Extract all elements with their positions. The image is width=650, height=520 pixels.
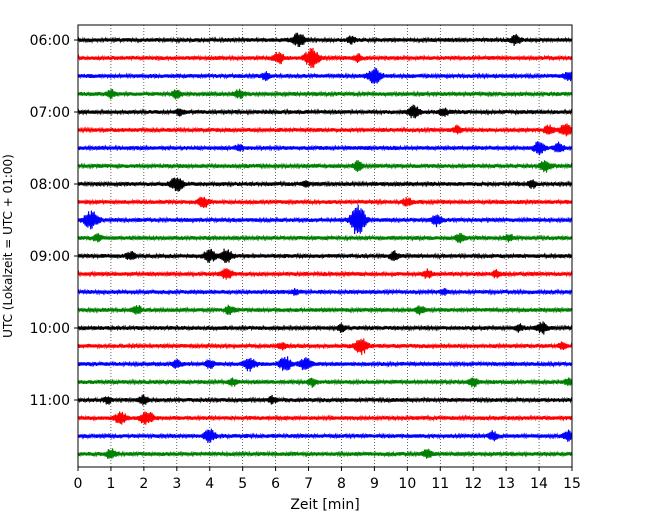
trace-0700 — [77, 104, 573, 119]
x-tick-label: 14 — [530, 476, 548, 492]
trace-1100 — [77, 394, 573, 406]
trace-0945 — [77, 304, 573, 316]
trace-0645 — [77, 88, 573, 100]
y-axis-ticks: 06:00 07:00 08:00 09:00 10:00 11:00 — [30, 33, 78, 409]
trace-0715 — [77, 123, 573, 137]
x-tick-label: 4 — [205, 476, 214, 492]
x-tick-label: 5 — [238, 476, 247, 492]
trace-0930 — [77, 287, 573, 296]
x-tick-label: 1 — [106, 476, 115, 492]
x-tick-label: 15 — [563, 476, 581, 492]
y-tick-label: 07:00 — [30, 105, 70, 121]
x-tick-label: 12 — [464, 476, 482, 492]
seismogram-traces — [77, 32, 573, 459]
trace-1115 — [77, 411, 573, 425]
y-tick-label: 10:00 — [30, 321, 70, 337]
trace-1045 — [77, 377, 573, 388]
trace-0815 — [77, 196, 573, 208]
y-axis-title: UTC (Lokalzeit = UTC + 01:00) — [1, 154, 15, 338]
x-tick-label: 6 — [271, 476, 280, 492]
trace-0745 — [77, 160, 573, 173]
trace-1000 — [77, 321, 573, 335]
trace-0830 — [77, 204, 573, 235]
trace-0615 — [77, 47, 573, 69]
trace-1145 — [77, 448, 573, 459]
x-tick-label: 10 — [398, 476, 416, 492]
y-tick-label: 09:00 — [30, 249, 70, 265]
x-tick-label: 2 — [139, 476, 148, 492]
y-tick-label: 08:00 — [30, 177, 70, 193]
x-tick-label: 0 — [74, 476, 83, 492]
trace-0915 — [77, 267, 573, 280]
y-tick-label: 06:00 — [30, 33, 70, 49]
trace-0630 — [77, 67, 573, 84]
x-tick-label: 8 — [337, 476, 346, 492]
x-tick-label: 11 — [431, 476, 449, 492]
x-tick-label: 3 — [172, 476, 181, 492]
x-axis-ticks: 0 1 2 3 4 5 6 7 8 9 10 11 12 13 14 15 — [74, 467, 581, 492]
trace-0845 — [77, 232, 573, 244]
trace-0900 — [77, 248, 573, 263]
x-tick-label: 9 — [370, 476, 379, 492]
trace-1030 — [77, 356, 573, 372]
trace-1130 — [77, 428, 573, 444]
y-tick-label: 11:00 — [30, 393, 70, 409]
x-tick-label: 13 — [497, 476, 515, 492]
trace-1015 — [77, 338, 573, 355]
trace-0600 — [77, 32, 573, 48]
trace-0800 — [77, 177, 573, 192]
trace-0730 — [77, 141, 573, 156]
x-tick-label: 7 — [304, 476, 313, 492]
x-axis-title: Zeit [min] — [290, 497, 359, 513]
plot-frame — [77, 24, 573, 468]
